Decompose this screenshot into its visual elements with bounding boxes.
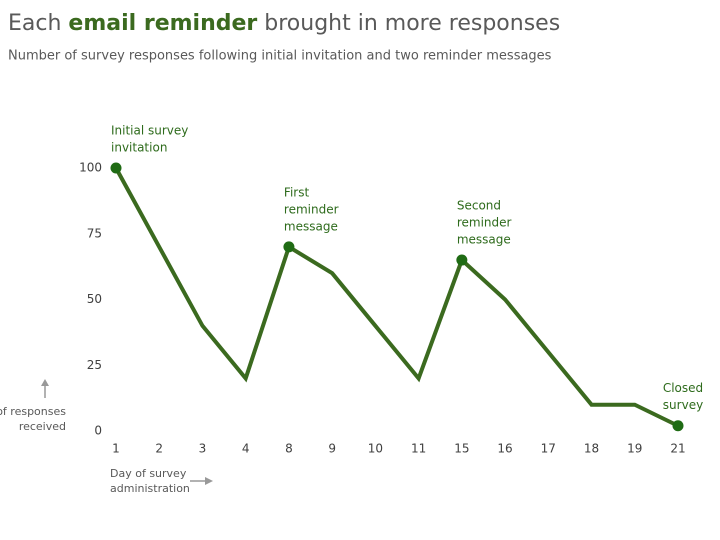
y-axis-label: received	[19, 420, 66, 433]
x-tick-label: 16	[497, 442, 512, 456]
title-part: brought in more responses	[264, 11, 560, 36]
x-tick-label: 8	[285, 442, 293, 456]
annotation: Closed	[663, 381, 703, 395]
x-tick-label: 18	[584, 442, 599, 456]
x-tick-label: 15	[454, 442, 469, 456]
annotation: Initial survey	[111, 124, 188, 138]
x-tick-label: 17	[541, 442, 556, 456]
x-tick-label: 19	[627, 442, 642, 456]
x-tick-label: 9	[328, 442, 336, 456]
x-tick-label: 2	[155, 442, 163, 456]
annotation: First	[284, 185, 310, 199]
annotation: message	[457, 233, 511, 247]
x-tick-label: 10	[368, 442, 383, 456]
chart-subtitle: Number of survey responses following ini…	[8, 49, 552, 64]
x-tick-label: 4	[242, 442, 250, 456]
title-part: Each	[8, 11, 61, 36]
data-line	[114, 167, 679, 428]
marker	[672, 420, 684, 432]
marker	[110, 162, 122, 174]
annotation: survey	[663, 398, 703, 412]
annotation: reminder	[284, 202, 339, 216]
y-axis-label: # of responses	[0, 405, 66, 418]
x-tick-label: 11	[411, 442, 426, 456]
marker	[283, 241, 295, 253]
y-tick-label: 25	[87, 358, 102, 372]
title-highlight: email reminder	[68, 11, 257, 36]
x-arrow-head	[205, 477, 213, 485]
x-tick-label: 21	[670, 442, 685, 456]
annotation: Second	[457, 199, 501, 213]
y-arrow-head	[41, 379, 49, 386]
y-tick-label: 100	[79, 161, 102, 175]
y-tick-label: 75	[87, 226, 102, 240]
y-tick-label: 0	[94, 424, 102, 438]
annotation: reminder	[457, 216, 512, 230]
x-tick-label: 3	[199, 442, 207, 456]
chart-title: Each email reminder brought in more resp…	[8, 11, 560, 36]
x-axis-label: administration	[110, 482, 190, 495]
x-tick-label: 1	[112, 442, 120, 456]
annotation: invitation	[111, 141, 167, 155]
y-tick-label: 50	[87, 292, 102, 306]
annotation: message	[284, 219, 338, 233]
x-axis-label: Day of survey	[110, 467, 187, 480]
marker	[456, 254, 468, 266]
